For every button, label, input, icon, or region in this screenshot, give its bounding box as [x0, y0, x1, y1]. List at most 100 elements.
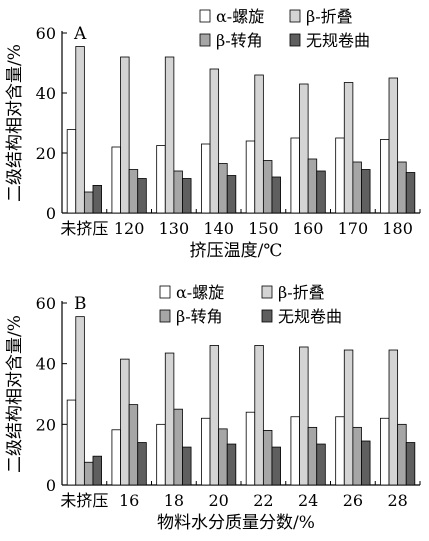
bar: [120, 56, 130, 214]
bar: [352, 161, 362, 214]
bar: [335, 416, 345, 486]
bar: [271, 176, 281, 214]
x-tick-label: 140: [203, 219, 234, 238]
bar: [75, 316, 85, 486]
bar: [137, 442, 147, 486]
bar: [66, 129, 77, 214]
bar: [299, 346, 309, 486]
bar: [380, 417, 390, 486]
bar: [299, 83, 309, 214]
bar: [254, 345, 264, 486]
bar: [156, 145, 166, 214]
bar: [316, 443, 326, 486]
bar: [111, 429, 121, 486]
legend-swatch: [199, 9, 211, 23]
x-tick-label: 20: [208, 491, 228, 510]
bar: [397, 423, 407, 486]
legend-swatch: [289, 9, 301, 23]
legend-label: β-折叠: [278, 283, 325, 302]
bar: [209, 68, 220, 214]
y-tick-label: 20: [36, 415, 56, 434]
bar: [254, 74, 264, 214]
bar: [397, 161, 407, 214]
bar: [245, 140, 256, 214]
x-tick-label: 160: [293, 219, 324, 238]
legend: α-螺旋 β-折叠 β-转角 无规卷曲: [199, 7, 370, 50]
bar: [164, 56, 175, 214]
y-axis-title: 二级结构相对含量/%: [5, 315, 25, 473]
x-tick-label: 24: [298, 491, 318, 510]
bar: [361, 440, 371, 486]
bar: [218, 428, 228, 486]
x-tick-label: 170: [338, 219, 369, 238]
y-tick-label: 0: [46, 476, 56, 495]
legend-label: β-折叠: [306, 7, 353, 26]
chart-panel-a: 0 20 40 60 未挤压 120 130 140 150 160 170 180 A 挤压温度/℃ 二级…: [5, 7, 421, 261]
bar: [388, 77, 399, 214]
legend: α-螺旋 β-折叠 β-转角 无规卷曲: [159, 283, 342, 326]
x-tick-label: 26: [343, 491, 363, 510]
x-tick-label: 22: [253, 491, 273, 510]
y-tick-label: 20: [36, 144, 56, 163]
bar: [182, 446, 192, 486]
bar: [380, 139, 390, 214]
legend-label: β-转角: [216, 31, 263, 50]
panel-label: A: [73, 24, 87, 44]
legend-label: α-螺旋: [176, 283, 224, 302]
legend-swatch: [261, 285, 273, 299]
y-axis-title: 二级结构相对含量/%: [5, 44, 25, 202]
bar: [388, 349, 399, 486]
x-tick-label: 18: [164, 491, 184, 510]
bar: [405, 172, 416, 214]
x-tick-label: 未挤压: [60, 219, 108, 238]
bar: [83, 191, 94, 214]
bar: [173, 170, 183, 214]
bar: [92, 184, 102, 214]
bar: [262, 429, 273, 486]
bar: [307, 158, 318, 214]
x-tick-label: 16: [119, 491, 139, 510]
legend-label: 无规卷曲: [306, 31, 370, 50]
y-tick-label: 60: [36, 294, 56, 313]
legend-swatch: [199, 33, 211, 47]
bar: [405, 442, 416, 486]
legend-swatch: [159, 285, 171, 299]
bar: [92, 455, 102, 486]
legend-swatch: [261, 309, 273, 323]
bar: [218, 163, 228, 214]
bar: [128, 169, 139, 214]
x-tick-label: 未挤压: [60, 491, 108, 510]
legend-swatch: [159, 309, 171, 323]
bar: [352, 426, 362, 486]
bar: [66, 399, 77, 486]
bar: [343, 349, 354, 486]
legend-label: β-转角: [176, 307, 223, 326]
legend-swatch: [289, 33, 301, 47]
y-tick-label: 40: [36, 84, 56, 103]
bar: [201, 143, 211, 214]
bar: [245, 411, 256, 486]
y-tick-label: 40: [36, 355, 56, 374]
bar: [209, 345, 220, 486]
legend-label: α-螺旋: [216, 7, 264, 26]
bar: [290, 416, 300, 486]
bar: [271, 446, 281, 486]
x-axis-title: 挤压温度/℃: [190, 241, 283, 261]
bar: [137, 178, 147, 214]
bar: [128, 404, 139, 486]
x-axis-title: 物料水分质量分数/%: [157, 513, 315, 533]
x-tick-label: 28: [387, 491, 407, 510]
bar: [75, 46, 85, 214]
bar: [343, 82, 354, 214]
bar: [156, 423, 166, 486]
bar: [226, 443, 237, 486]
bar: [182, 178, 192, 214]
bar: [290, 137, 300, 214]
bar: [316, 170, 326, 214]
bar: [335, 137, 345, 214]
panel-label: B: [74, 294, 87, 314]
x-tick-label: 130: [159, 219, 190, 238]
bar: [226, 175, 237, 214]
x-tick-label: 120: [114, 219, 145, 238]
